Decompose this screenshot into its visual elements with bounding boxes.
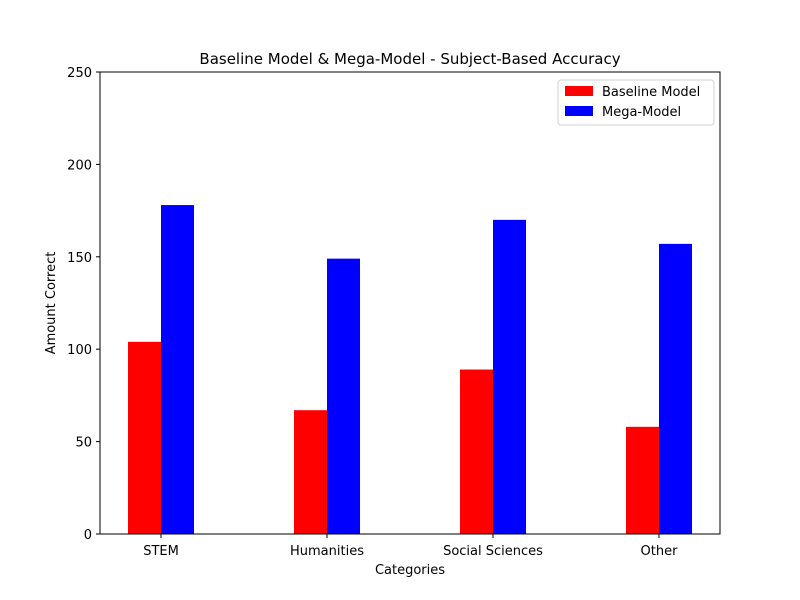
legend-label-baseline: Baseline Model xyxy=(602,85,700,100)
y-tick-label: 150 xyxy=(67,251,92,266)
chart-title: Baseline Model & Mega-Model - Subject-Ba… xyxy=(199,50,620,68)
y-tick-label: 100 xyxy=(67,343,92,358)
x-tick-label: Humanities xyxy=(290,544,364,559)
legend-label-mega: Mega-Model xyxy=(602,105,681,120)
y-tick-label: 50 xyxy=(75,436,92,451)
bar-baseline-stem xyxy=(128,341,161,534)
bar-mega-humanities xyxy=(327,258,360,534)
x-axis-label: Categories xyxy=(375,563,445,578)
legend: Baseline Model Mega-Model xyxy=(557,79,715,126)
bar-mega-social-sciences xyxy=(493,219,526,534)
bar-baseline-social-sciences xyxy=(460,369,493,534)
x-tick-label: Other xyxy=(641,544,679,559)
y-axis-ticks: 0 50 100 150 200 250 xyxy=(67,66,100,543)
x-tick-label: STEM xyxy=(143,544,179,559)
bar-mega-other xyxy=(659,243,692,534)
y-tick-label: 200 xyxy=(67,158,92,173)
y-tick-label: 0 xyxy=(84,528,92,543)
bar-mega-stem xyxy=(161,205,194,534)
x-axis-ticks: STEM Humanities Social Sciences Other xyxy=(143,534,678,559)
bars-group xyxy=(128,205,692,534)
y-axis-label: Amount Correct xyxy=(44,252,59,355)
plot-frame xyxy=(99,71,721,535)
bar-baseline-other xyxy=(626,426,659,534)
y-tick-label: 250 xyxy=(67,66,92,81)
bar-baseline-humanities xyxy=(294,410,327,534)
legend-swatch-mega xyxy=(565,106,593,116)
legend-swatch-baseline xyxy=(565,86,593,96)
legend-frame xyxy=(557,79,715,126)
x-tick-label: Social Sciences xyxy=(443,544,543,559)
